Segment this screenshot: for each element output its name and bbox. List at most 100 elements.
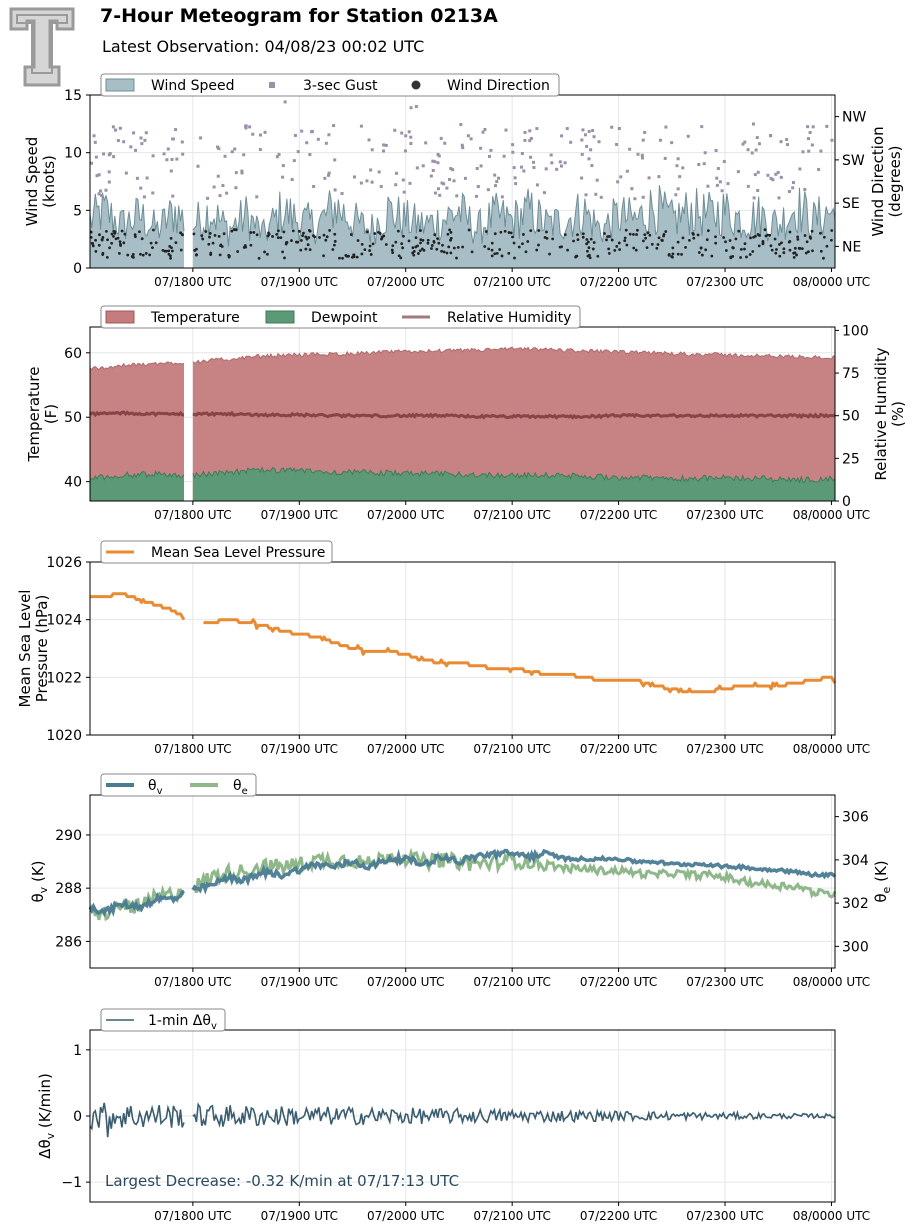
gust-point bbox=[746, 148, 750, 152]
direction-point bbox=[407, 239, 411, 243]
direction-point bbox=[117, 251, 121, 255]
gust-point bbox=[565, 127, 569, 131]
gust-point bbox=[440, 181, 444, 185]
direction-point bbox=[181, 233, 184, 237]
gust-point bbox=[722, 160, 726, 164]
gust-point bbox=[476, 185, 480, 189]
legend-label: Mean Sea Level Pressure bbox=[151, 545, 325, 561]
y2-axis-label: θe (K) bbox=[872, 860, 893, 902]
gust-point bbox=[175, 157, 179, 161]
gust-point bbox=[479, 146, 483, 150]
gust-point bbox=[382, 149, 386, 153]
direction-point bbox=[586, 240, 590, 244]
gust-point bbox=[643, 130, 647, 134]
gust-point bbox=[165, 158, 169, 162]
direction-point bbox=[662, 234, 665, 238]
direction-point bbox=[795, 253, 798, 257]
legend-item-3: Relative Humidity bbox=[402, 310, 571, 326]
gust-point bbox=[475, 166, 479, 170]
direction-point bbox=[351, 255, 354, 259]
direction-point bbox=[632, 246, 636, 250]
gust-point bbox=[433, 160, 437, 164]
direction-point bbox=[563, 233, 567, 237]
direction-point bbox=[650, 242, 654, 246]
direction-point bbox=[591, 247, 595, 251]
gust-point bbox=[807, 149, 811, 153]
direction-point bbox=[543, 236, 547, 239]
direction-point bbox=[664, 230, 668, 233]
direction-point bbox=[493, 232, 497, 236]
x-tick-label-3: 07/2000 UTC bbox=[367, 508, 444, 522]
direction-point bbox=[271, 235, 274, 238]
plot-border bbox=[89, 561, 836, 736]
direction-point bbox=[680, 252, 683, 256]
direction-point bbox=[179, 248, 183, 252]
direction-point bbox=[397, 254, 401, 258]
gust-point bbox=[439, 136, 443, 140]
gust-point bbox=[333, 188, 337, 192]
gust-point bbox=[532, 160, 536, 164]
direction-point bbox=[585, 242, 589, 246]
gust-point bbox=[129, 145, 133, 149]
direction-point bbox=[706, 229, 710, 233]
legend-label: Wind Speed bbox=[151, 78, 235, 94]
direction-point bbox=[803, 234, 807, 237]
direction-point bbox=[101, 236, 105, 239]
gust-point bbox=[495, 180, 499, 184]
gust-point bbox=[658, 138, 662, 142]
direction-point bbox=[448, 228, 451, 232]
y2-axis-label-text: Relative Humidity(%) bbox=[872, 347, 907, 480]
direction-point bbox=[610, 238, 614, 242]
direction-point bbox=[347, 254, 350, 258]
gust-point bbox=[281, 164, 285, 168]
gust-point bbox=[766, 173, 770, 177]
direction-point bbox=[603, 232, 606, 235]
direction-point bbox=[356, 239, 360, 242]
direction-point bbox=[507, 251, 511, 255]
direction-point bbox=[426, 241, 430, 245]
direction-point bbox=[788, 239, 792, 243]
gust-point bbox=[196, 164, 200, 168]
direction-point bbox=[132, 255, 135, 259]
gust-point bbox=[233, 147, 237, 151]
gust-point bbox=[466, 134, 470, 138]
direction-point bbox=[751, 250, 755, 253]
gust-point bbox=[234, 171, 238, 175]
gust-point bbox=[681, 166, 685, 170]
direction-point bbox=[363, 248, 367, 252]
gust-point bbox=[474, 194, 478, 198]
gust-point bbox=[560, 134, 564, 138]
y-axis-label: Δθv (K/min) bbox=[36, 1073, 57, 1159]
direction-point bbox=[722, 236, 726, 239]
gust-point bbox=[657, 175, 661, 179]
gust-point bbox=[94, 155, 98, 159]
direction-point bbox=[133, 235, 137, 239]
gust-point bbox=[251, 132, 255, 136]
gust-point bbox=[248, 125, 252, 129]
temperature-line-1 bbox=[89, 361, 185, 371]
x-tick-label-3: 07/2000 UTC bbox=[367, 742, 444, 756]
direction-point bbox=[808, 235, 812, 239]
gust-point bbox=[384, 143, 388, 147]
gust-point bbox=[751, 122, 755, 126]
direction-point bbox=[537, 229, 541, 232]
direction-point bbox=[551, 237, 555, 241]
y-tick-label-3: 1 bbox=[73, 1043, 82, 1059]
direction-point bbox=[412, 250, 416, 253]
direction-point bbox=[729, 256, 733, 260]
theta-v-line-1 bbox=[88, 889, 185, 918]
y2-tick-label-4: NW bbox=[842, 110, 866, 126]
direction-point bbox=[255, 233, 259, 237]
gust-point bbox=[111, 125, 115, 129]
y-tick-label-3: 290 bbox=[55, 828, 82, 844]
direction-point bbox=[804, 251, 808, 255]
gust-point bbox=[140, 142, 144, 146]
direction-point bbox=[411, 246, 415, 250]
y-tick-label-2: 5 bbox=[73, 203, 82, 219]
direction-point bbox=[667, 253, 671, 257]
gust-point bbox=[580, 176, 584, 180]
gust-point bbox=[300, 129, 304, 133]
temperature-area-2 bbox=[192, 347, 835, 501]
direction-point bbox=[745, 255, 748, 259]
gust-point bbox=[221, 184, 225, 188]
